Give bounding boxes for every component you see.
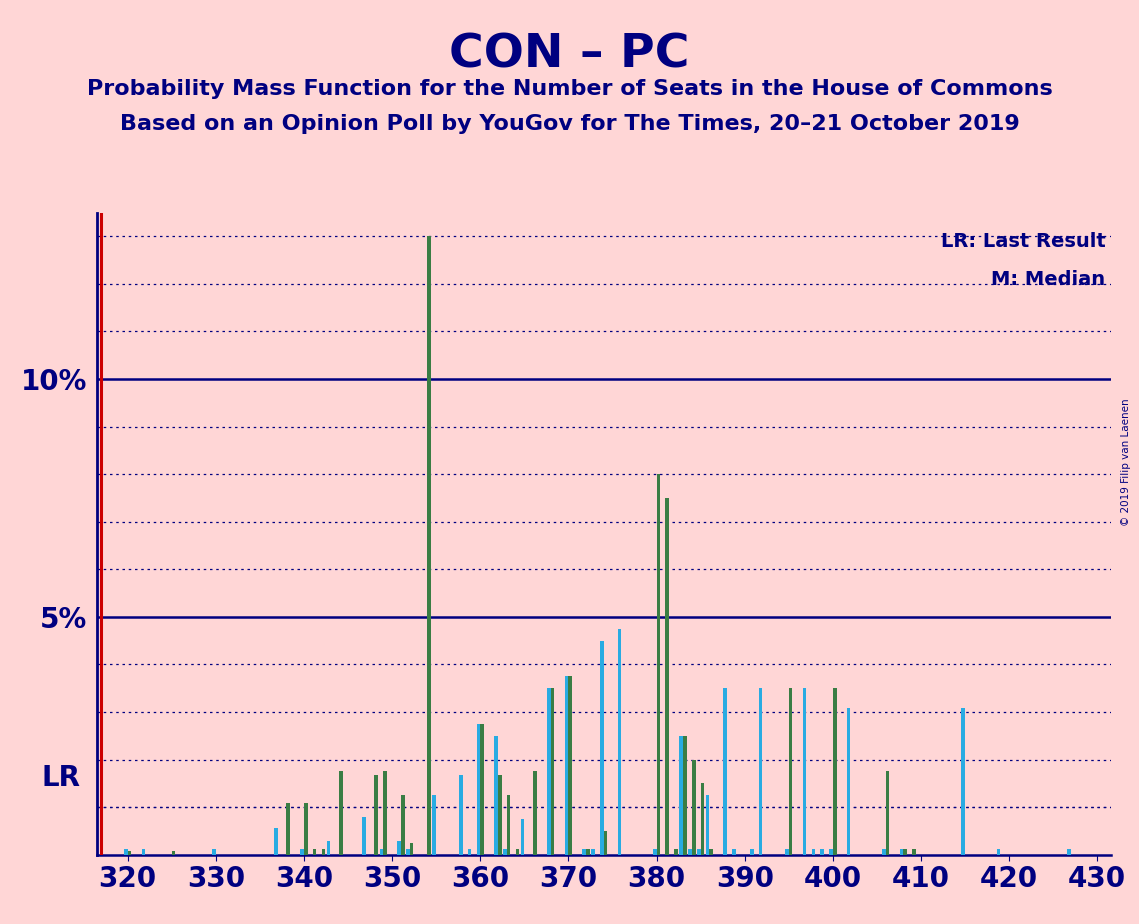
- Bar: [882, 849, 886, 855]
- Bar: [498, 775, 501, 855]
- Bar: [128, 851, 131, 855]
- Bar: [691, 760, 696, 855]
- Bar: [759, 688, 762, 855]
- Bar: [886, 772, 890, 855]
- Bar: [405, 849, 410, 855]
- Bar: [1067, 849, 1071, 855]
- Bar: [141, 849, 146, 855]
- Bar: [313, 849, 317, 855]
- Bar: [732, 849, 736, 855]
- Bar: [379, 849, 384, 855]
- Bar: [674, 849, 678, 855]
- Bar: [339, 771, 343, 855]
- Bar: [212, 849, 215, 855]
- Text: © 2019 Filip van Laenen: © 2019 Filip van Laenen: [1121, 398, 1131, 526]
- Bar: [688, 849, 691, 855]
- Bar: [476, 723, 481, 855]
- Bar: [912, 849, 916, 855]
- Bar: [481, 723, 484, 855]
- Bar: [749, 849, 754, 855]
- Bar: [587, 849, 590, 855]
- Bar: [803, 688, 806, 855]
- Bar: [846, 708, 851, 855]
- Bar: [829, 849, 833, 855]
- Bar: [124, 849, 128, 855]
- Bar: [582, 849, 587, 855]
- Text: Based on an Opinion Poll by YouGov for The Times, 20–21 October 2019: Based on an Opinion Poll by YouGov for T…: [120, 114, 1019, 134]
- Bar: [375, 775, 378, 855]
- Text: LR: LR: [41, 763, 80, 792]
- Bar: [427, 237, 431, 855]
- Bar: [665, 498, 669, 855]
- Bar: [617, 628, 621, 855]
- Text: CON – PC: CON – PC: [449, 32, 690, 78]
- Bar: [547, 688, 551, 855]
- Bar: [551, 688, 555, 855]
- Bar: [398, 842, 401, 855]
- Bar: [494, 736, 498, 855]
- Bar: [568, 676, 572, 855]
- Bar: [653, 849, 656, 855]
- Bar: [301, 849, 304, 855]
- Bar: [785, 849, 789, 855]
- Bar: [410, 843, 413, 855]
- Bar: [304, 803, 308, 855]
- Bar: [384, 771, 387, 855]
- Bar: [600, 640, 604, 855]
- Bar: [459, 775, 462, 855]
- Bar: [679, 736, 683, 855]
- Bar: [533, 772, 536, 855]
- Bar: [820, 849, 823, 855]
- Bar: [401, 796, 404, 855]
- Bar: [503, 849, 507, 855]
- Bar: [273, 828, 278, 855]
- Bar: [700, 784, 704, 855]
- Bar: [710, 849, 713, 855]
- Bar: [565, 676, 568, 855]
- Text: Probability Mass Function for the Number of Seats in the House of Commons: Probability Mass Function for the Number…: [87, 79, 1052, 99]
- Bar: [833, 688, 836, 855]
- Bar: [789, 688, 793, 855]
- Bar: [900, 849, 903, 855]
- Bar: [468, 849, 472, 855]
- Bar: [521, 819, 524, 855]
- Bar: [286, 803, 290, 855]
- Bar: [172, 851, 175, 855]
- Text: M: Median: M: Median: [991, 271, 1106, 289]
- Bar: [507, 796, 510, 855]
- Bar: [706, 796, 710, 855]
- Bar: [903, 849, 907, 855]
- Bar: [604, 831, 607, 855]
- Bar: [656, 474, 661, 855]
- Bar: [811, 849, 816, 855]
- Bar: [321, 849, 326, 855]
- Bar: [683, 736, 687, 855]
- Bar: [723, 688, 727, 855]
- Bar: [362, 817, 366, 855]
- Bar: [961, 708, 965, 855]
- Bar: [327, 842, 330, 855]
- Text: LR: Last Result: LR: Last Result: [941, 232, 1106, 250]
- Bar: [433, 796, 436, 855]
- Bar: [591, 849, 595, 855]
- Bar: [516, 849, 519, 855]
- Bar: [997, 849, 1000, 855]
- Bar: [697, 849, 700, 855]
